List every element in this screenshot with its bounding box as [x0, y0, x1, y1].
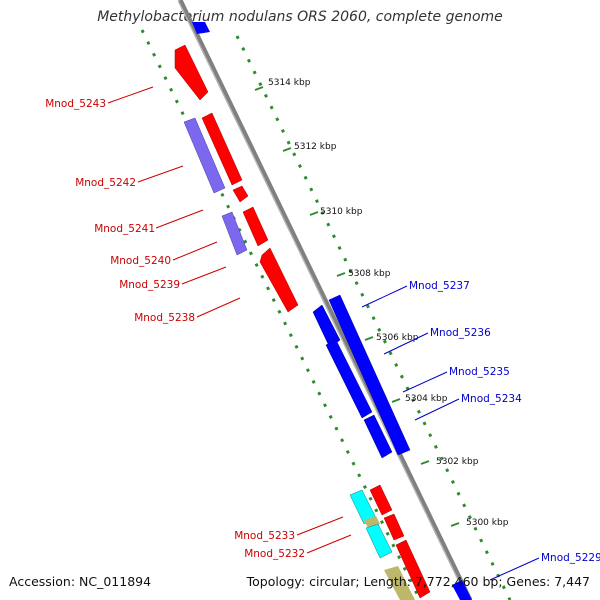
genome-summary: Topology: circular; Length: 7,772,460 bp… [246, 574, 590, 589]
tick-label: 5308 kbp [348, 269, 391, 279]
right-dotted-track [235, 35, 512, 600]
gene-mnod-5232[interactable] [383, 513, 405, 541]
gene-label[interactable]: Mnod_5233 [234, 530, 295, 542]
gene-label[interactable]: Mnod_5243 [45, 98, 106, 110]
gene-mnod-5236[interactable] [328, 294, 411, 456]
gene-label[interactable]: Mnod_5238 [134, 312, 195, 324]
gene-mnod-5241[interactable] [232, 185, 249, 203]
accession-label: Accession: NC_011894 [9, 574, 152, 589]
gene-mnod-5242[interactable] [201, 112, 243, 186]
tick-label: 5310 kbp [320, 207, 363, 217]
gene-label[interactable]: Mnod_5235 [449, 366, 510, 378]
gene-label[interactable]: Mnod_5240 [110, 255, 171, 267]
gene-label[interactable]: Mnod_5229 [541, 552, 600, 564]
gene-label[interactable]: Mnod_5232 [244, 548, 305, 560]
gene-mnod-5238[interactable] [259, 247, 299, 313]
tick-label: 5302 kbp [436, 457, 479, 467]
tick-label: 5312 kbp [294, 142, 337, 152]
gene-label[interactable]: Mnod_5234 [461, 393, 522, 405]
gene-label[interactable]: Mnod_5236 [430, 327, 491, 339]
genome-axis [177, 0, 473, 600]
tan-feature-2[interactable] [384, 566, 415, 600]
tick-label: 5314 kbp [268, 78, 311, 88]
gene-mnod-5240[interactable] [242, 206, 269, 247]
tick-label: 5306 kbp [376, 333, 419, 343]
map-title: Methylobacterium nodulans ORS 2060, comp… [97, 9, 503, 25]
gene-label[interactable]: Mnod_5241 [94, 223, 155, 235]
gene-mnod-5243[interactable] [174, 44, 209, 101]
rna-feature-1[interactable] [183, 117, 226, 194]
gene-mnod-5237[interactable] [312, 304, 341, 349]
gene-bottom-red[interactable] [395, 539, 431, 599]
gene-top-partial[interactable] [192, 22, 210, 34]
genome-axis-highlight [177, 0, 469, 600]
rna-feature-2[interactable] [221, 211, 248, 256]
gene-mnod-5233[interactable] [369, 484, 393, 516]
tick-label: 5304 kbp [405, 394, 448, 404]
gene-mnod-5235[interactable] [325, 339, 373, 419]
gene-label[interactable]: Mnod_5237 [409, 280, 470, 292]
tick-label: 5300 kbp [466, 518, 509, 528]
gene-mnod-5234[interactable] [363, 414, 393, 459]
gene-label[interactable]: Mnod_5239 [119, 279, 180, 291]
cyan-feature-2[interactable] [365, 523, 393, 559]
gene-mnod-5229[interactable] [452, 580, 472, 600]
gene-label[interactable]: Mnod_5242 [75, 177, 136, 189]
